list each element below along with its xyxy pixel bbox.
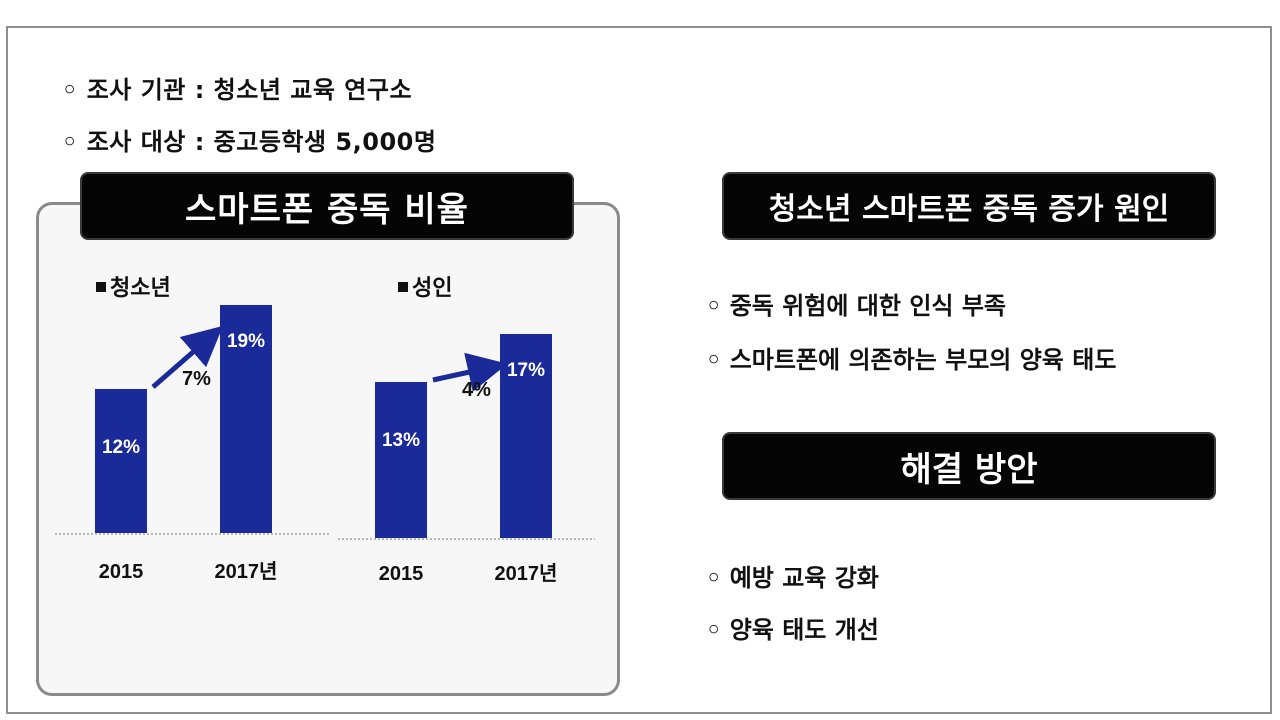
survey-target: ◦ 조사 대상 : 중고등학생 5,000명 bbox=[62, 128, 437, 156]
legend-square-icon bbox=[398, 282, 408, 292]
legend-adult-label: 성인 bbox=[412, 276, 453, 301]
adult-category-label: 2015 bbox=[379, 563, 424, 585]
causes-title: 청소년 스마트폰 중독 증가 원인 bbox=[722, 172, 1216, 240]
solution-item-1: ◦ 예방 교육 강화 bbox=[706, 564, 879, 592]
adult-bar-2015 bbox=[375, 382, 427, 538]
youth-value-label: 19% bbox=[227, 331, 265, 352]
solution-item-2: ◦ 양육 태도 개선 bbox=[706, 616, 879, 644]
slide-frame bbox=[6, 26, 1272, 714]
youth-category-label: 2017년 bbox=[215, 560, 278, 583]
cause-item-2: ◦ 스마트폰에 의존하는 부모의 양육 태도 bbox=[706, 346, 1117, 374]
youth-increase-arrow-icon bbox=[151, 325, 224, 389]
solutions-title: 해결 방안 bbox=[722, 432, 1216, 500]
adult-increase-label: 4% bbox=[462, 379, 491, 401]
legend-adult: 성인 bbox=[398, 270, 452, 302]
legend-square-icon bbox=[96, 282, 106, 292]
youth-bar-2015 bbox=[95, 389, 147, 533]
youth-increase-label: 7% bbox=[182, 368, 211, 390]
adult-category-label: 2017년 bbox=[495, 562, 558, 585]
survey-agency: ◦ 조사 기관 : 청소년 교육 연구소 bbox=[62, 76, 413, 104]
youth-value-label: 12% bbox=[102, 437, 140, 458]
adult-increase-arrow-icon bbox=[432, 352, 508, 392]
youth-category-label: 2015 bbox=[99, 561, 144, 583]
adult-value-label: 13% bbox=[382, 430, 420, 451]
cause-item-1: ◦ 중독 위험에 대한 인식 부족 bbox=[706, 292, 1006, 320]
legend-youth: 청소년 bbox=[96, 270, 171, 302]
youth-bar-2017년 bbox=[220, 305, 272, 533]
legend-youth-label: 청소년 bbox=[110, 276, 171, 301]
adult-bar-2017년 bbox=[500, 334, 552, 538]
adult-value-label: 17% bbox=[507, 360, 545, 381]
chart-title: 스마트폰 중독 비율 bbox=[80, 172, 574, 240]
